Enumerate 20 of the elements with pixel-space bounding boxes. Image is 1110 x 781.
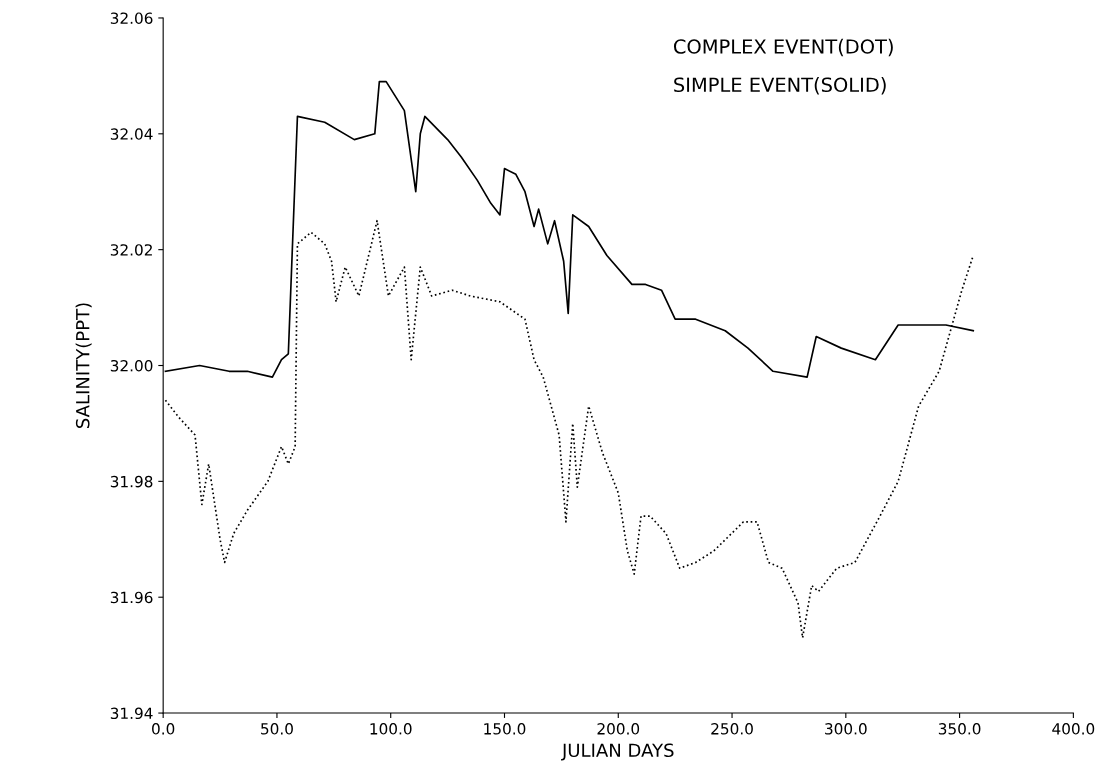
y-tick-label: 31.94 — [110, 707, 153, 720]
y-tick-label: 32.02 — [110, 244, 152, 256]
x-tick-label: 300.0 — [825, 723, 867, 735]
x-tick-label: 200.0 — [597, 723, 640, 735]
annotation: COMPLEX EVENT(DOT) — [673, 38, 893, 57]
x-tick-label: 150.0 — [484, 723, 526, 735]
x-tick-label: 400.0 — [1052, 723, 1095, 735]
y-tick-label: 31.98 — [110, 475, 153, 488]
x-tick-label: 0.0 — [152, 723, 175, 735]
y-tick-label: 32.06 — [110, 12, 153, 24]
x-tick-label: 50.0 — [261, 723, 293, 735]
annotation: SIMPLE EVENT(SOLID) — [674, 77, 886, 95]
x-tick-label: 100.0 — [370, 723, 412, 735]
y-axis-title: SALINITY(PPT) — [75, 303, 92, 428]
x-tick-label: 350.0 — [938, 723, 981, 735]
x-axis-title: JULIAN DAYS — [561, 743, 674, 761]
x-tick-label: 250.0 — [711, 723, 753, 735]
y-tick-label: 32.00 — [110, 359, 153, 372]
y-tick-label: 32.04 — [110, 128, 153, 140]
y-tick-label: 31.96 — [110, 591, 153, 604]
